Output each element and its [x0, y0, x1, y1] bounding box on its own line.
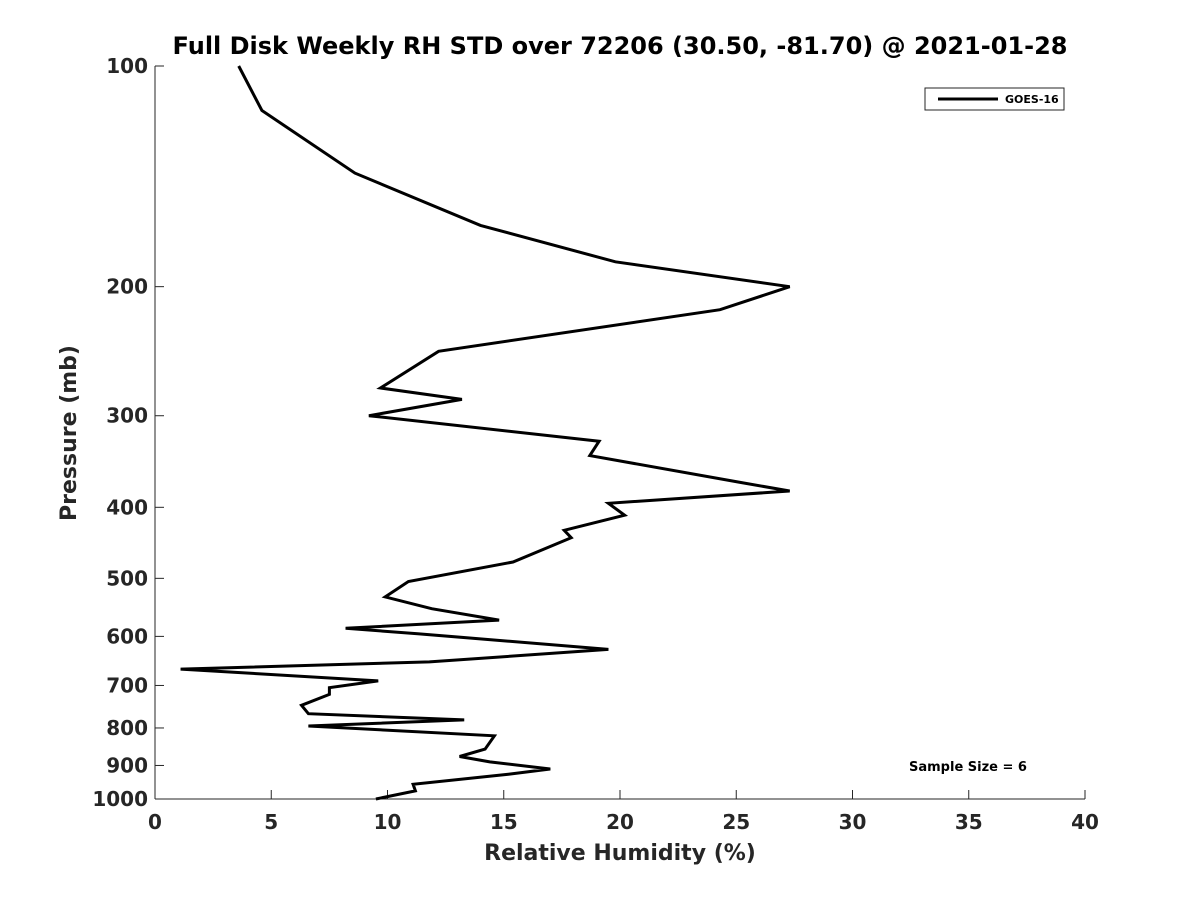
series-group — [180, 65, 791, 801]
chart-title: Full Disk Weekly RH STD over 72206 (30.5… — [173, 32, 1068, 60]
y-tick-label: 700 — [106, 673, 148, 697]
y-tick-label: 500 — [106, 566, 148, 590]
x-tick-label: 35 — [955, 810, 983, 834]
sample-size-annotation: Sample Size = 6 — [909, 760, 1027, 775]
y-tick-label: 100 — [106, 54, 148, 78]
x-tick-label: 5 — [264, 810, 278, 834]
x-tick-group: 0 5 10 15 20 25 30 35 40 — [148, 790, 1099, 834]
x-tick-label: 20 — [606, 810, 634, 834]
x-tick-label: 25 — [722, 810, 750, 834]
legend-label-goes-16: GOES-16 — [1005, 93, 1059, 106]
legend: GOES-16 — [924, 87, 1065, 111]
x-tick-label: 40 — [1071, 810, 1099, 834]
y-tick-label: 800 — [106, 716, 148, 740]
y-tick-label: 1000 — [92, 787, 148, 811]
x-axis-label: Relative Humidity (%) — [484, 841, 756, 866]
y-tick-label: 300 — [106, 404, 148, 428]
series-line-goes-16 — [180, 65, 791, 801]
y-tick-label: 200 — [106, 275, 148, 299]
y-tick-label: 600 — [106, 624, 148, 648]
x-tick-label: 0 — [148, 810, 162, 834]
y-tick-label: 400 — [106, 495, 148, 519]
y-axis-label: Pressure (mb) — [57, 345, 82, 521]
y-tick-group: 100 200 300 400 500 600 700 800 900 1000 — [92, 54, 164, 811]
x-tick-label: 15 — [490, 810, 518, 834]
y-tick-label: 900 — [106, 753, 148, 777]
x-tick-label: 30 — [839, 810, 867, 834]
x-tick-label: 10 — [374, 810, 402, 834]
